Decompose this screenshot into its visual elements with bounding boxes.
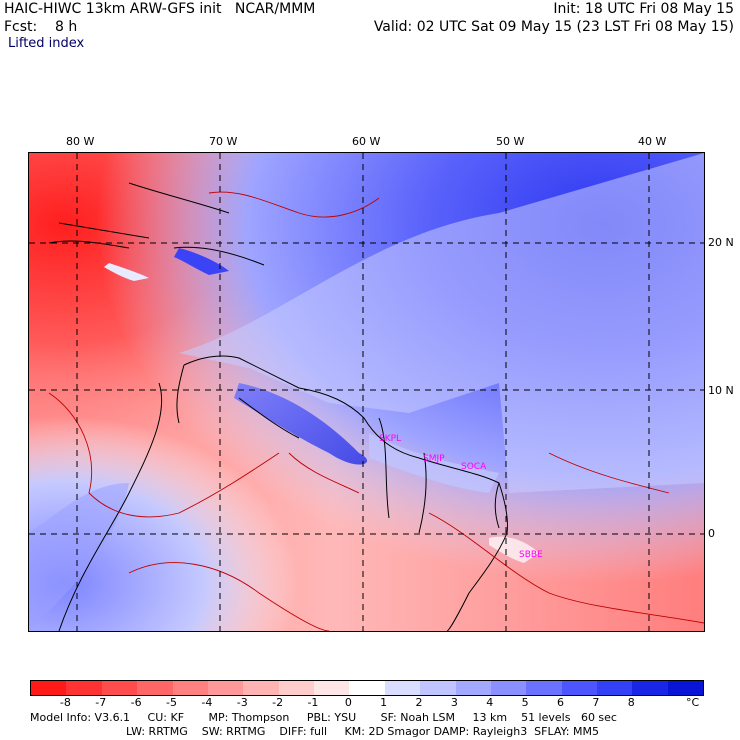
color-swatch (207, 681, 244, 695)
field-name: Lifted index (8, 36, 85, 51)
color-scale-tick: -2 (272, 696, 284, 709)
lon-label-80w: 80 W (66, 135, 95, 148)
valid-time: Valid: 02 UTC Sat 09 May 15 (23 LST Fri … (373, 19, 734, 35)
station-soca: SOCA (461, 462, 487, 472)
color-scale-tick: -3 (236, 696, 248, 709)
color-swatch (667, 681, 704, 695)
color-scale-tick: -5 (165, 696, 177, 709)
color-swatch (172, 681, 208, 695)
lon-label-60w: 60 W (352, 135, 381, 148)
color-scale-tick: 8 (627, 696, 635, 709)
lat-label-0: 0 (708, 527, 715, 540)
color-scale-tick: 1 (380, 696, 388, 709)
color-swatch (420, 681, 456, 695)
color-swatch (137, 681, 173, 695)
color-scale-tick: 3 (450, 696, 458, 709)
lat-label-20n: 20 N (708, 236, 734, 249)
lifted-index-map: SKPL SMJP SOCA SBBE (28, 152, 705, 632)
color-scale-tick: -4 (201, 696, 213, 709)
color-swatch (490, 681, 527, 695)
color-scale-tick: 7 (592, 696, 600, 709)
station-sbbe: SBBE (519, 550, 543, 560)
color-swatch (632, 681, 668, 695)
model-info-line1: Model Info: V3.6.1 CU: KF MP: Thompson P… (30, 711, 617, 724)
color-scale-tick: 6 (557, 696, 565, 709)
lat-label-10n: 10 N (708, 384, 734, 397)
forecast-hour: Fcst: 8 h (4, 19, 78, 35)
color-swatch (243, 681, 279, 695)
color-scale-tick: 5 (521, 696, 529, 709)
model-info-line2: LW: RRTMG SW: RRTMG DIFF: full KM: 2D Sm… (126, 725, 599, 738)
color-scale-tick: -8 (59, 696, 71, 709)
color-swatch (314, 681, 350, 695)
color-swatch (526, 681, 562, 695)
color-swatch (349, 681, 385, 695)
color-swatch (455, 681, 491, 695)
color-swatch (101, 681, 138, 695)
color-scale-tick: 4 (486, 696, 494, 709)
color-scale-tick: 2 (415, 696, 423, 709)
color-swatch (278, 681, 314, 695)
color-scale-tick: -7 (95, 696, 107, 709)
lon-label-70w: 70 W (209, 135, 238, 148)
lon-label-40w: 40 W (638, 135, 667, 148)
model-title: HAIC-HIWC 13km ARW-GFS init NCAR/MMM (4, 1, 316, 17)
station-skpl: SKPL (379, 434, 401, 444)
color-swatch (31, 681, 67, 695)
unit-label: °C (686, 696, 700, 709)
color-scale-bar (30, 680, 704, 696)
init-time: Init: 18 UTC Fri 08 May 15 (553, 1, 734, 17)
color-swatch (597, 681, 633, 695)
color-scale-tick: 0 (344, 696, 352, 709)
color-scale-tick: -1 (307, 696, 319, 709)
station-smjp: SMJP (423, 454, 445, 464)
color-swatch (66, 681, 102, 695)
color-swatch (384, 681, 421, 695)
color-swatch (561, 681, 597, 695)
color-scale-tick: -6 (130, 696, 142, 709)
lon-label-50w: 50 W (496, 135, 525, 148)
